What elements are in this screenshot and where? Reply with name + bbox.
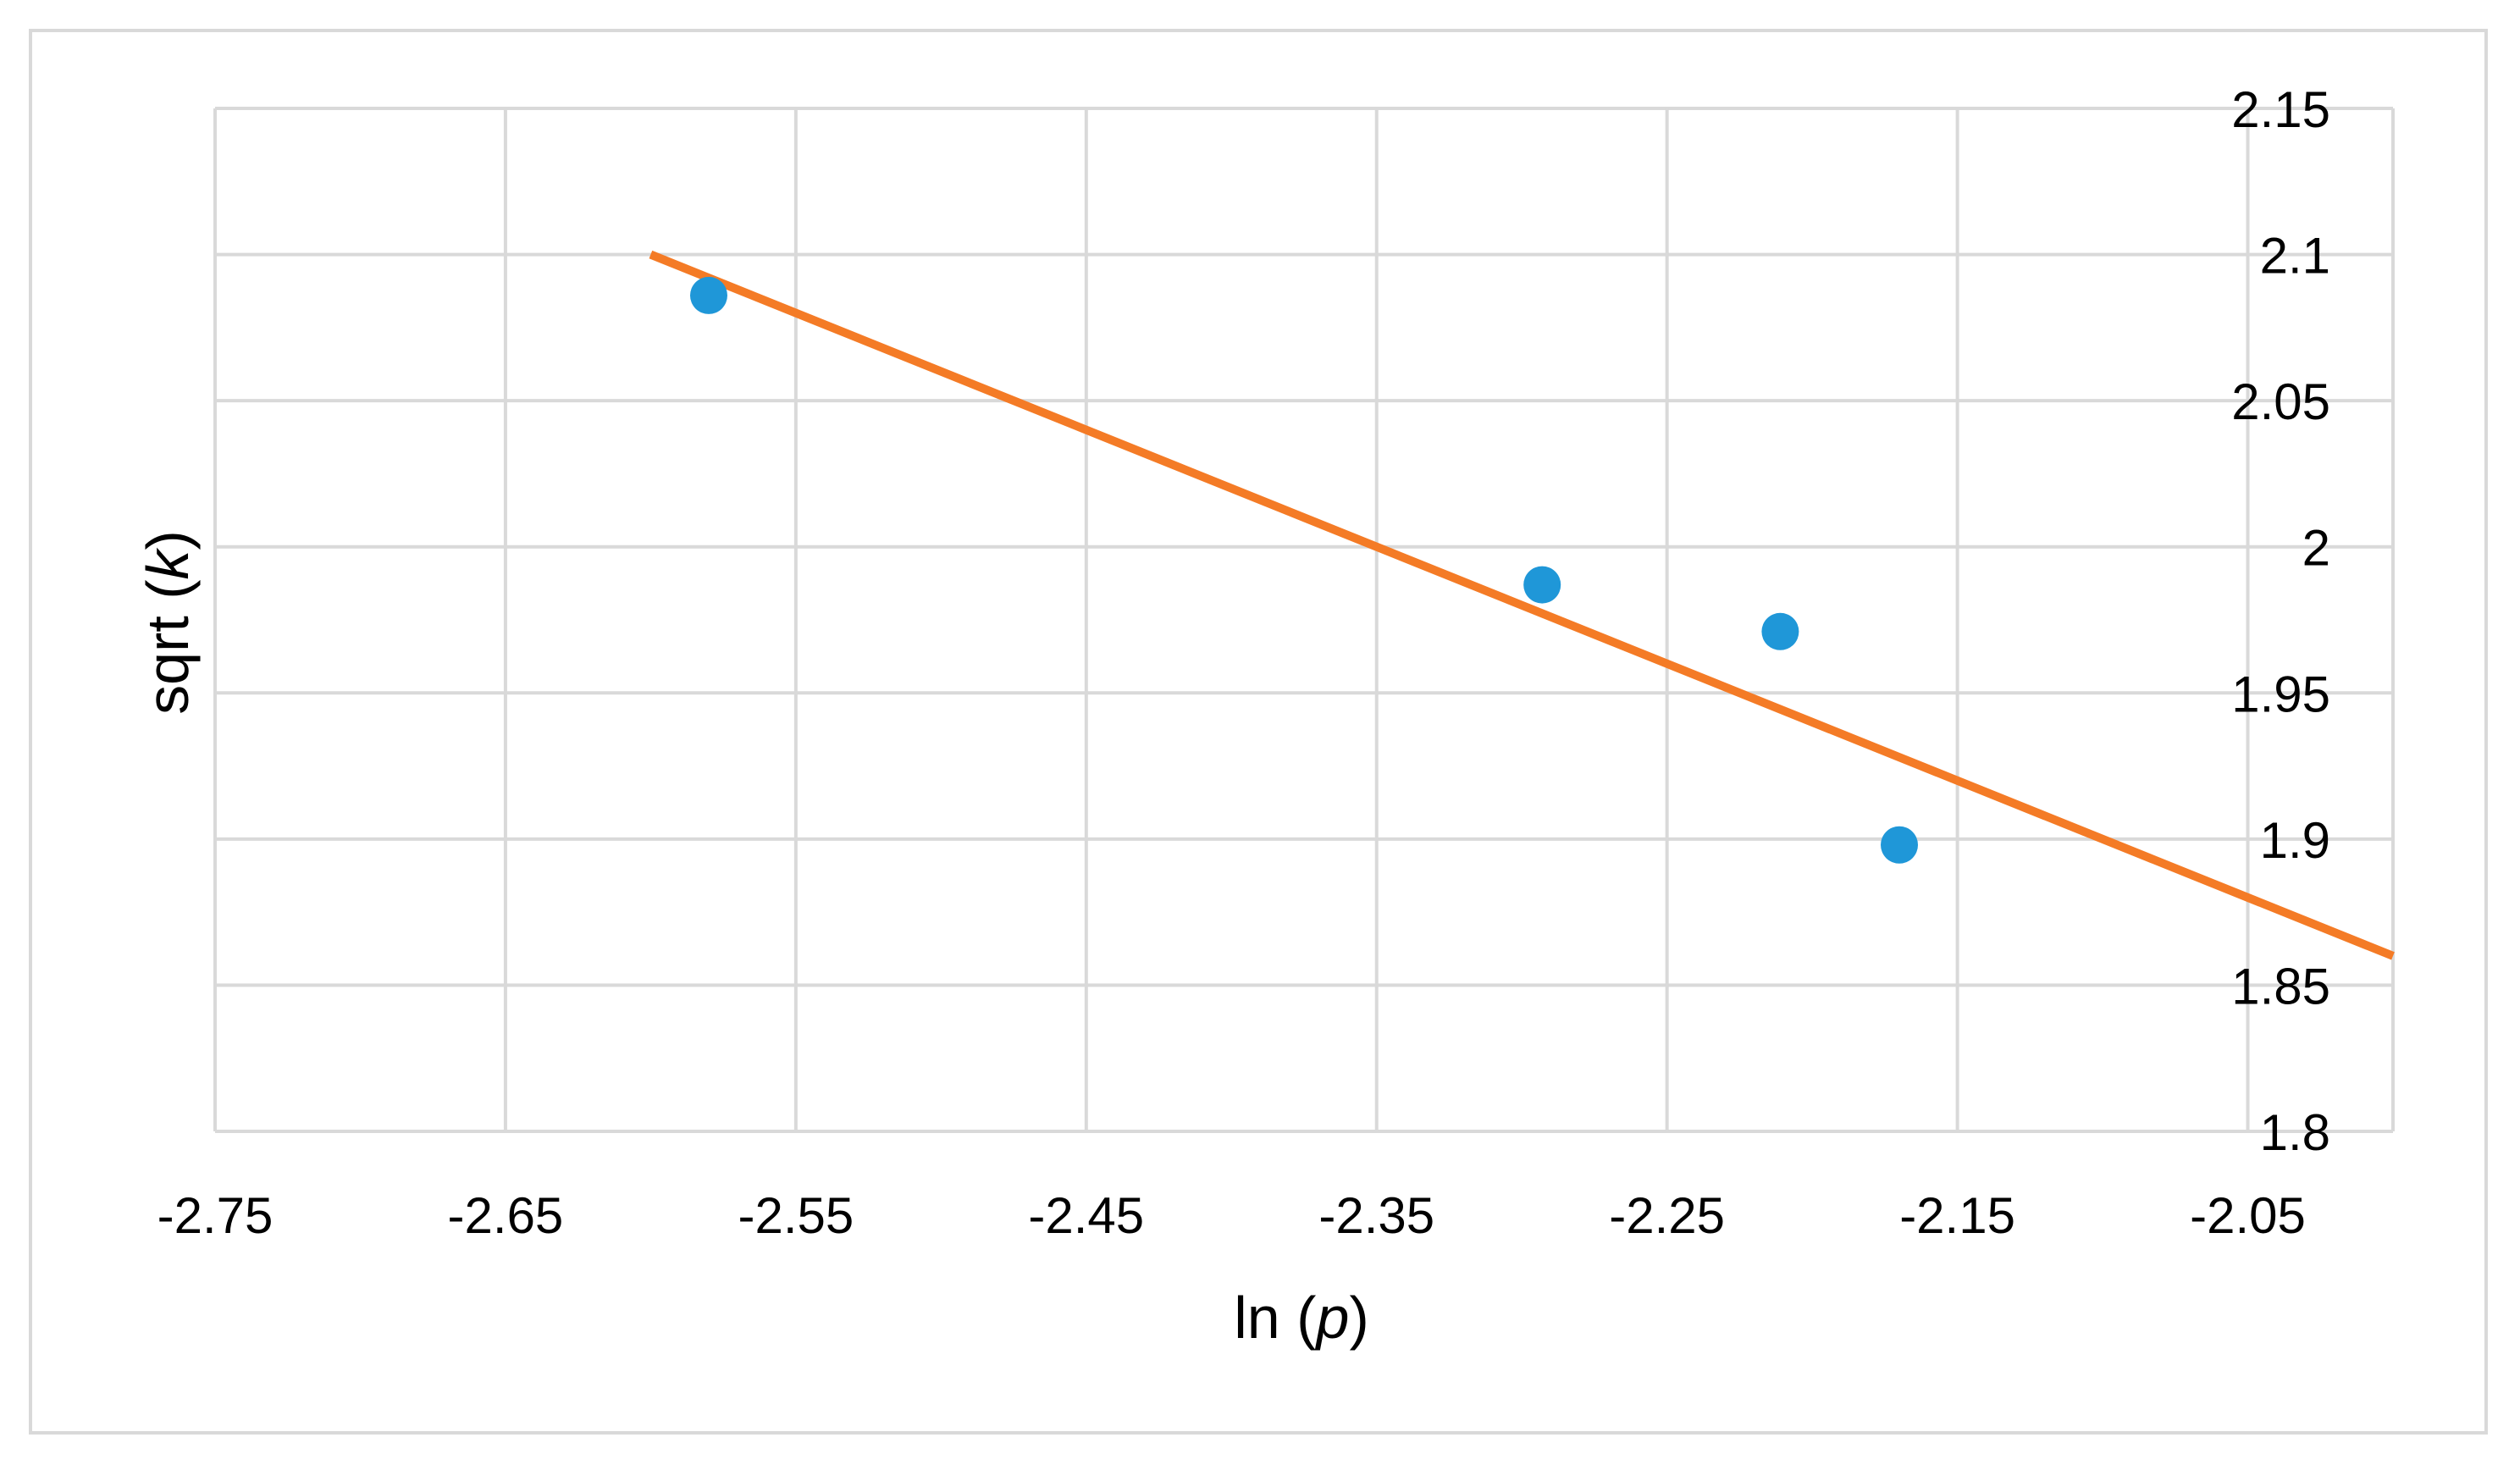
y-tick-label: 2.05 <box>2231 373 2330 430</box>
trendline <box>649 250 2395 960</box>
x-tick-label: -2.75 <box>158 1187 274 1244</box>
x-tick-label: -2.45 <box>1028 1187 1144 1244</box>
data-point <box>1761 612 1799 650</box>
x-tick-label: -2.55 <box>738 1187 854 1244</box>
x-tick-label: -2.65 <box>448 1187 564 1244</box>
y-tick-label: 2.15 <box>2231 81 2330 138</box>
y-tick-label: 1.8 <box>2260 1104 2330 1161</box>
x-tick-label: -2.15 <box>1899 1187 2015 1244</box>
x-axis-title: ln (p) <box>1234 1285 1369 1351</box>
y-axis-title: sqrt (k) <box>135 530 201 715</box>
y-tick-label: 1.9 <box>2260 812 2330 869</box>
y-tick-labels: 1.8 1.85 1.9 1.95 2 2.05 2.1 2.15 <box>2231 81 2330 1161</box>
y-tick-label: 1.95 <box>2231 666 2330 722</box>
chart-frame <box>29 29 2488 1435</box>
x-tick-label: -2.05 <box>2190 1187 2306 1244</box>
x-tick-labels: -2.75 -2.65 -2.55 -2.45 -2.35 -2.25 -2.15 -2.05 <box>158 1187 2306 1244</box>
data-point <box>1523 566 1561 604</box>
x-tick-label: -2.25 <box>1609 1187 1725 1244</box>
y-tick-label: 1.85 <box>2231 958 2330 1014</box>
y-tick-label: 2.1 <box>2260 228 2330 285</box>
y-tick-label: 2 <box>2302 520 2330 577</box>
grid <box>213 107 2395 1133</box>
trendline-layer <box>649 250 2395 960</box>
data-point <box>1881 826 1919 864</box>
x-tick-label: -2.35 <box>1318 1187 1434 1244</box>
data-point <box>689 276 727 314</box>
data-points <box>689 276 1919 864</box>
